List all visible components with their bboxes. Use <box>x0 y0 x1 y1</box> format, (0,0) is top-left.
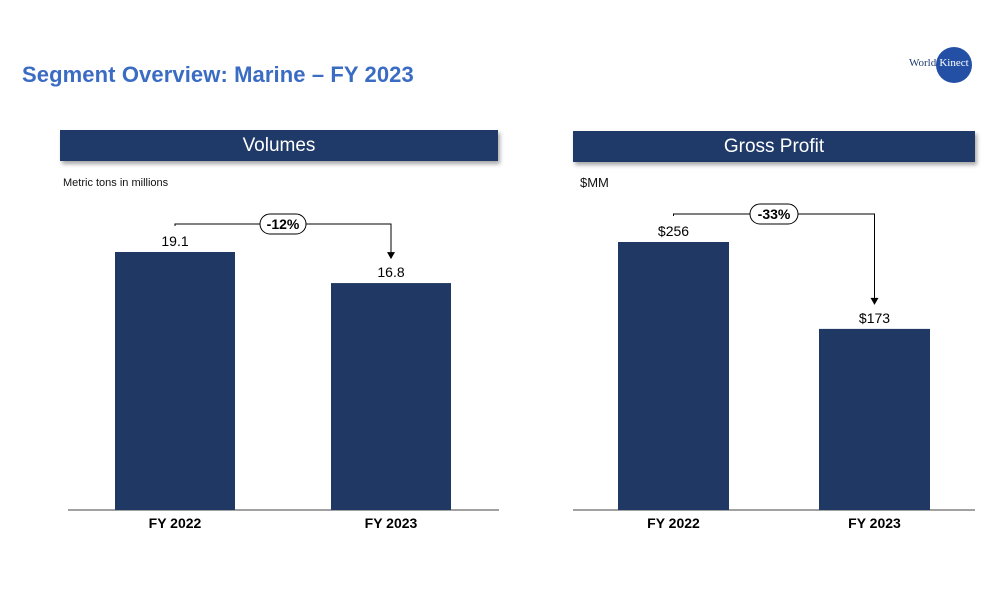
volumes-value-label-2: 16.8 <box>377 264 404 280</box>
volumes-category-label-1: FY 2022 <box>149 515 202 531</box>
logo-circle <box>936 47 972 83</box>
gross-profit-panel-header: Gross Profit <box>573 131 975 162</box>
volumes-bar-2 <box>331 283 451 510</box>
gross-profit-change-arrowhead <box>870 297 879 305</box>
volumes-unit-label: Metric tons in millions <box>63 177 169 189</box>
gross-profit-change-badge <box>749 203 799 225</box>
gross-profit-category-label-2: FY 2023 <box>848 515 901 531</box>
gross-profit-bar-2 <box>819 328 930 510</box>
volumes-change-label: -12% <box>267 216 300 232</box>
gross-profit-bar-1 <box>618 242 729 510</box>
volumes-bar-1 <box>115 252 235 510</box>
gross-profit-category-label-1: FY 2022 <box>647 515 700 531</box>
gross-profit-value-label-2: $173 <box>859 310 890 326</box>
volumes-category-label-2: FY 2023 <box>365 515 418 531</box>
volumes-change-arrowhead <box>387 252 395 260</box>
volumes-change-badge <box>259 213 307 235</box>
volumes-panel-header: Volumes <box>60 130 498 161</box>
gross-profit-unit-label: $MM <box>580 175 609 190</box>
gross-profit-value-label-1: $256 <box>658 223 689 239</box>
world-kinect-logo: World Kinect <box>906 46 978 86</box>
logo-world-text: World <box>909 57 937 69</box>
gross-profit-change-label: -33% <box>758 206 791 222</box>
volumes-value-label-1: 19.1 <box>161 233 188 249</box>
page-title: Segment Overview: Marine – FY 2023 <box>22 62 414 87</box>
logo-kinect-text: Kinect <box>939 57 969 69</box>
